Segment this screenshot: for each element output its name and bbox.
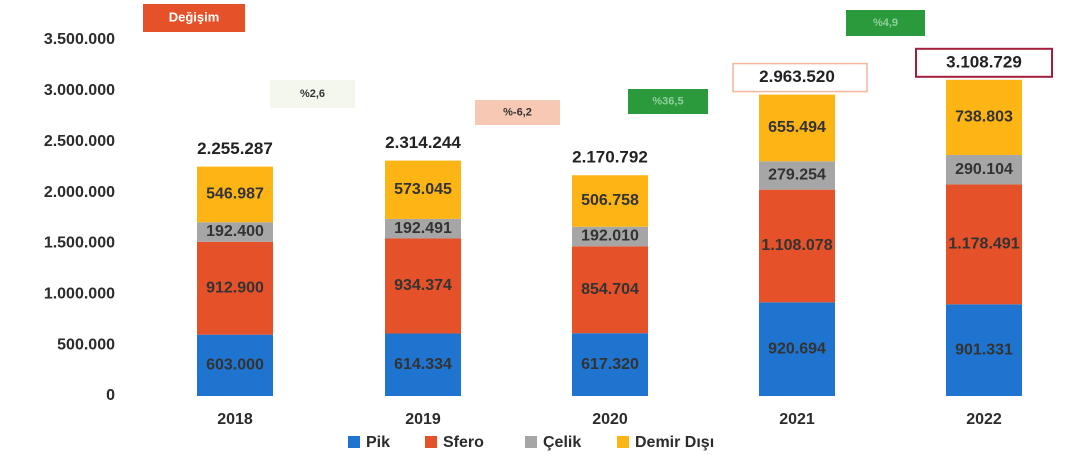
bar-segment — [946, 304, 1022, 396]
bar-segment — [572, 226, 648, 247]
y-tick-label: 2.000.000 — [44, 184, 115, 201]
x-tick-label: 2022 — [966, 411, 1002, 428]
value-label: 617.320 — [581, 356, 639, 373]
change-box — [846, 10, 925, 36]
bar-segment — [759, 94, 835, 162]
bar-segment — [946, 154, 1022, 185]
total-label: 2.963.520 — [759, 67, 835, 86]
bar-segment — [385, 218, 461, 239]
change-label: %36,5 — [652, 95, 683, 107]
value-label: 603.000 — [206, 357, 264, 374]
value-label: 546.987 — [206, 186, 264, 203]
legend-label: Pik — [366, 434, 390, 451]
change-box — [628, 89, 708, 114]
legend-swatch — [525, 436, 537, 448]
change-box — [475, 100, 560, 125]
value-label: 912.900 — [206, 279, 264, 296]
value-label: 1.108.078 — [761, 237, 832, 254]
y-tick-label: 3.500.000 — [44, 31, 115, 48]
value-label: 738.803 — [955, 109, 1013, 126]
value-label: 290.104 — [955, 161, 1013, 178]
bar-segment — [197, 241, 273, 335]
bar-segment — [572, 246, 648, 334]
x-tick-label: 2018 — [217, 411, 253, 428]
bar-segment — [946, 79, 1022, 155]
bar-segment — [572, 175, 648, 227]
bar-segment — [385, 333, 461, 396]
bar-segment — [385, 160, 461, 219]
y-tick-label: 3.000.000 — [44, 82, 115, 99]
change-label: %2,6 — [300, 88, 325, 100]
bar-segment — [197, 222, 273, 242]
legend-label: Sfero — [443, 434, 484, 451]
value-label: 655.494 — [768, 119, 826, 136]
x-tick-label: 2020 — [592, 411, 628, 428]
value-label: 854.704 — [581, 281, 639, 298]
legend-swatch — [425, 436, 437, 448]
bar-segment — [946, 184, 1022, 305]
bar-segment — [759, 302, 835, 396]
value-label: 506.758 — [581, 192, 639, 209]
legend-label: Demir Dışı — [635, 434, 714, 451]
value-label: 934.374 — [394, 277, 452, 294]
y-tick-label: 1.000.000 — [44, 286, 115, 303]
value-label: 1.178.491 — [948, 236, 1019, 253]
bar-segment — [759, 189, 835, 303]
value-label: 192.491 — [394, 220, 452, 237]
total-label: 2.314.244 — [385, 133, 461, 152]
change-title-box — [143, 4, 245, 32]
change-label: %4,9 — [873, 17, 898, 29]
total-label: 2.255.287 — [197, 139, 273, 158]
y-tick-label: 0 — [106, 387, 115, 404]
bar-segment — [572, 333, 648, 396]
total-box — [732, 62, 868, 93]
y-tick-label: 1.500.000 — [44, 235, 115, 252]
total-label: 2.170.792 — [572, 148, 648, 167]
value-label: 279.254 — [768, 167, 826, 184]
legend-swatch — [348, 436, 360, 448]
bar-segment — [385, 238, 461, 334]
change-label: %-6,2 — [503, 106, 532, 118]
y-tick-label: 500.000 — [57, 336, 115, 353]
legend-label: Çelik — [543, 434, 581, 451]
value-label: 573.045 — [394, 181, 452, 198]
bar-segment — [197, 166, 273, 223]
value-label: 901.331 — [955, 341, 1013, 358]
legend-swatch — [617, 436, 629, 448]
total-label: 3.108.729 — [946, 52, 1022, 71]
total-box — [915, 47, 1053, 78]
value-label: 192.400 — [206, 223, 264, 240]
bar-segment — [197, 334, 273, 396]
change-box — [270, 80, 355, 108]
x-tick-label: 2021 — [779, 411, 815, 428]
x-tick-label: 2019 — [405, 411, 441, 428]
value-label: 920.694 — [768, 340, 826, 357]
value-label: 614.334 — [394, 356, 452, 373]
y-tick-label: 2.500.000 — [44, 133, 115, 150]
change-title: Değişim — [169, 9, 220, 24]
bar-segment — [759, 161, 835, 190]
value-label: 192.010 — [581, 228, 639, 245]
